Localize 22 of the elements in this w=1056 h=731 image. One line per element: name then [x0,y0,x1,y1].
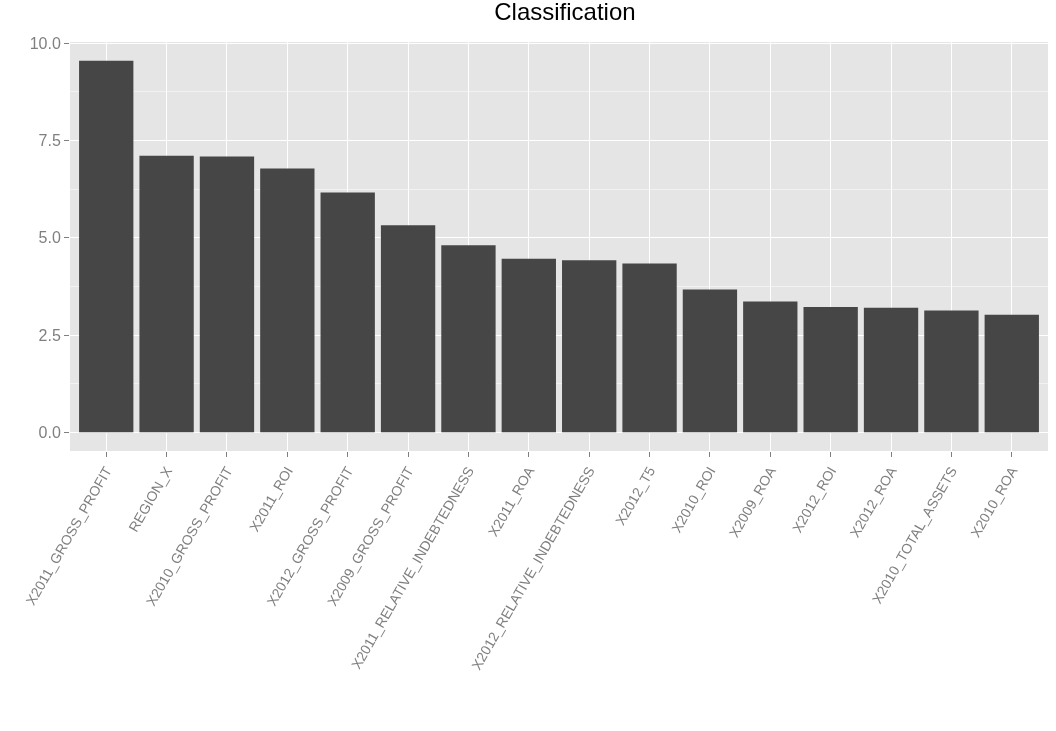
chart-title: Classification [494,0,636,26]
bar [380,225,436,433]
bar [199,156,255,433]
bar [139,155,194,433]
bar [803,307,858,433]
bar [984,314,1039,433]
bar [501,258,556,433]
y-tick-label: 0.0 [38,423,61,441]
y-tick-label: 10.0 [29,34,61,52]
bar [260,168,315,433]
bar [863,307,919,433]
bar [562,260,617,433]
y-tick-label: 5.0 [38,229,61,247]
bar [622,263,677,433]
bar [682,289,738,433]
y-tick-label: 2.5 [38,326,61,344]
bar [743,301,798,433]
bar [441,245,496,433]
y-tick-label: 7.5 [38,132,61,150]
bar [924,310,979,433]
bar [320,192,375,433]
bar [79,60,134,433]
